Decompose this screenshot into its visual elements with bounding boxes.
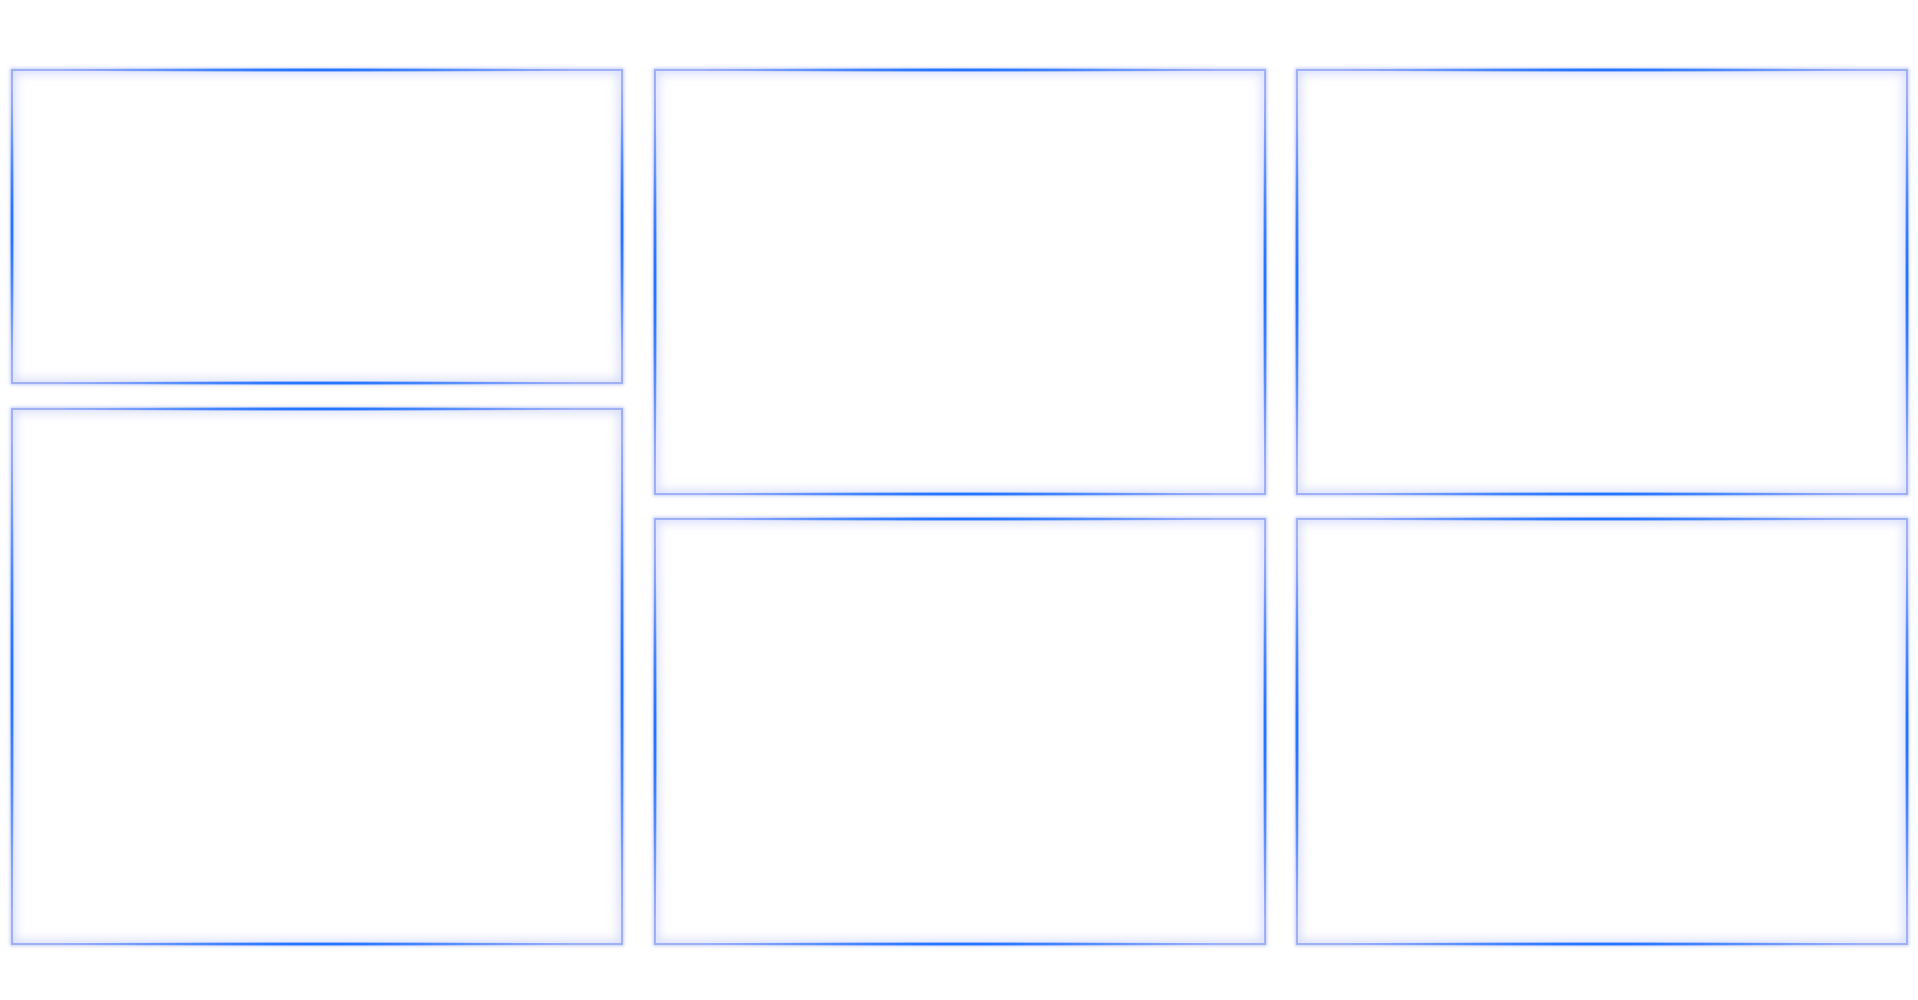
panel-edge-glow xyxy=(704,68,1216,72)
panel-edge-glow xyxy=(1346,492,1858,496)
panel-edge-glow xyxy=(1905,545,1909,918)
panel-top-left xyxy=(10,68,624,385)
panel-edge-glow xyxy=(1346,68,1858,72)
panel-bottom-left xyxy=(10,407,624,946)
panel-bottom-right xyxy=(1295,517,1909,946)
panel-top-middle xyxy=(653,68,1267,496)
panel-edge-glow xyxy=(620,441,624,912)
panel-edge-glow xyxy=(1295,96,1299,468)
panel-edge-glow xyxy=(61,381,573,385)
panel-bottom-middle xyxy=(653,517,1267,946)
panel-edge-glow xyxy=(10,89,14,364)
panel-edge-glow xyxy=(1346,517,1858,521)
panel-edge-glow xyxy=(61,942,573,946)
panel-edge-glow xyxy=(653,545,657,918)
panel-edge-glow xyxy=(61,407,573,411)
panel-edge-glow xyxy=(1263,96,1267,468)
panel-edge-glow xyxy=(61,68,573,72)
panel-edge-glow xyxy=(620,89,624,364)
panel-edge-glow xyxy=(704,942,1216,946)
panel-edge-glow xyxy=(1905,96,1909,468)
panel-edge-glow xyxy=(1346,942,1858,946)
panel-top-right xyxy=(1295,68,1909,496)
panel-edge-glow xyxy=(704,492,1216,496)
panel-edge-glow xyxy=(653,96,657,468)
panel-edge-glow xyxy=(1295,545,1299,918)
panel-edge-glow xyxy=(704,517,1216,521)
panel-edge-glow xyxy=(10,441,14,912)
panel-edge-glow xyxy=(1263,545,1267,918)
